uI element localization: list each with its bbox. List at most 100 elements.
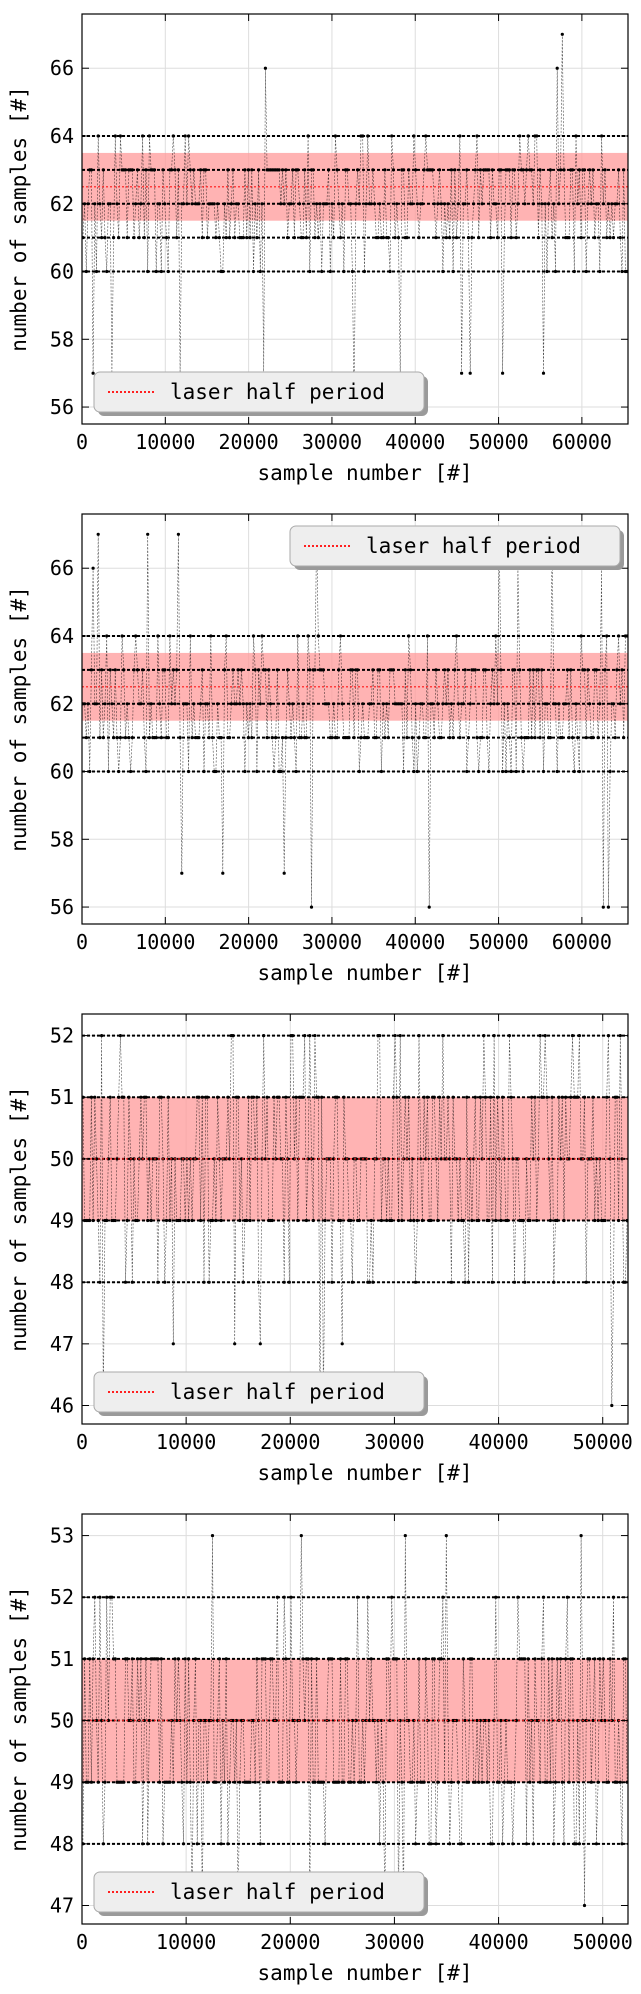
y-axis-label: number of samples [#] [7,86,31,352]
data-point [134,202,138,206]
data-point [511,1157,515,1161]
data-point [105,269,109,274]
data-point [311,168,315,172]
data-point [456,702,460,706]
y-tick-label: 50 [50,1147,74,1171]
data-point [528,668,532,672]
data-point [393,236,397,240]
data-point [526,1657,530,1661]
data-point [349,202,353,206]
y-tick-label: 51 [50,1647,74,1671]
data-point [207,736,211,740]
axes-frame [81,1013,629,1425]
data-series-line [82,34,628,408]
data-point [209,634,213,638]
data-point [572,769,576,774]
data-point [93,1095,97,1099]
data-point [120,634,124,638]
data-point [134,634,138,638]
data-point [533,736,537,740]
data-point [267,668,271,672]
y-tick-label: 62 [50,192,74,216]
x-axis-label: sample number [#] [258,461,473,485]
data-point [536,668,541,672]
legend-box [93,1871,425,1913]
data-point [600,1718,604,1723]
data-point [574,1842,578,1846]
data-point [284,168,288,172]
data-point [381,1780,385,1784]
data-point [547,202,551,206]
data-point [530,736,534,740]
x-tick-label: 50000 [468,930,528,954]
data-point [228,736,232,740]
data-point [478,1095,482,1099]
data-point [130,736,134,740]
data-point [468,371,472,375]
data-point [306,1157,310,1161]
data-point [618,1034,622,1038]
data-point [605,634,609,638]
data-point [338,1657,343,1661]
data-point [188,1780,192,1784]
data-point [275,1595,279,1599]
data-point [550,1095,554,1099]
data-point [391,168,395,172]
data-point [282,1280,286,1284]
data-point [205,236,209,240]
data-point [553,1780,558,1784]
data-point [424,1657,428,1661]
data-point [123,168,128,172]
data-point [250,736,254,740]
data-point [168,1780,172,1784]
data-point [327,168,331,172]
data-point [251,269,256,274]
data-point [567,1780,571,1784]
data-point [514,769,518,774]
data-point [512,668,517,672]
data-point [280,1780,285,1784]
x-tick-label: 0 [76,930,88,954]
data-point [514,236,518,240]
data-point [149,1218,153,1223]
data-point [253,668,257,672]
data-point [180,1780,184,1784]
data-point [483,668,488,672]
data-point [569,668,573,672]
data-point [280,736,285,740]
data-point [193,1657,198,1661]
data-point [192,168,196,172]
data-point [565,668,570,672]
data-point [405,236,409,240]
data-point [410,1157,414,1161]
x-tick-label: 40000 [468,1430,528,1454]
data-point [431,702,435,706]
x-tick-label: 40000 [385,930,445,954]
data-point [222,202,227,206]
data-point [559,1157,563,1161]
data-point [408,1218,413,1223]
data-point [588,702,592,706]
data-point [553,702,558,706]
data-point [147,1718,151,1723]
data-point [570,1034,575,1038]
data-point [535,134,539,138]
data-point [512,1780,517,1784]
data-point [412,769,416,774]
data-point [538,168,542,172]
data-point [137,236,141,240]
data-point [451,1095,455,1099]
y-tick-label: 66 [50,556,74,580]
data-point [270,1657,274,1661]
data-point [463,1718,467,1723]
data-point [125,702,129,706]
data-point [524,1842,529,1846]
data-point [217,236,221,240]
data-point [313,1034,317,1038]
data-point [541,769,546,774]
data-point [475,134,479,138]
data-point [388,269,392,274]
data-point [589,202,593,206]
data-point [622,736,626,740]
data-point [436,1780,440,1784]
